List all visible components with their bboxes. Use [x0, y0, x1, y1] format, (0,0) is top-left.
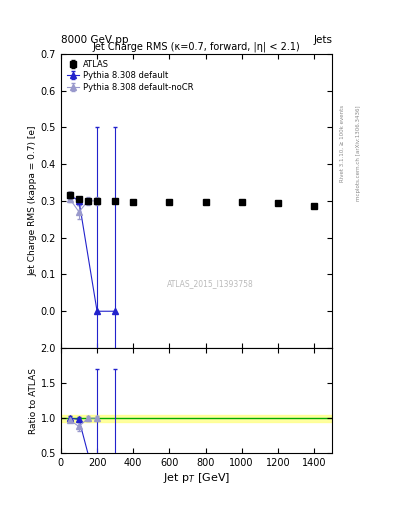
Y-axis label: Jet Charge RMS (kappa = 0.7) [e]: Jet Charge RMS (kappa = 0.7) [e]: [29, 125, 38, 276]
Text: mcplots.cern.ch [arXiv:1306.3436]: mcplots.cern.ch [arXiv:1306.3436]: [356, 106, 361, 201]
Legend: ATLAS, Pythia 8.308 default, Pythia 8.308 default-noCR: ATLAS, Pythia 8.308 default, Pythia 8.30…: [65, 58, 195, 93]
Title: Jet Charge RMS (κ=0.7, forward, |η| < 2.1): Jet Charge RMS (κ=0.7, forward, |η| < 2.…: [93, 41, 300, 52]
Text: Rivet 3.1.10, ≥ 100k events: Rivet 3.1.10, ≥ 100k events: [340, 105, 345, 182]
Y-axis label: Ratio to ATLAS: Ratio to ATLAS: [29, 368, 38, 434]
Bar: [61, 415, 332, 421]
Text: ATLAS_2015_I1393758: ATLAS_2015_I1393758: [167, 279, 253, 288]
Text: 8000 GeV pp: 8000 GeV pp: [61, 34, 129, 45]
X-axis label: Jet p$_{T}$ [GeV]: Jet p$_{T}$ [GeV]: [163, 471, 230, 485]
Text: Jets: Jets: [313, 34, 332, 45]
